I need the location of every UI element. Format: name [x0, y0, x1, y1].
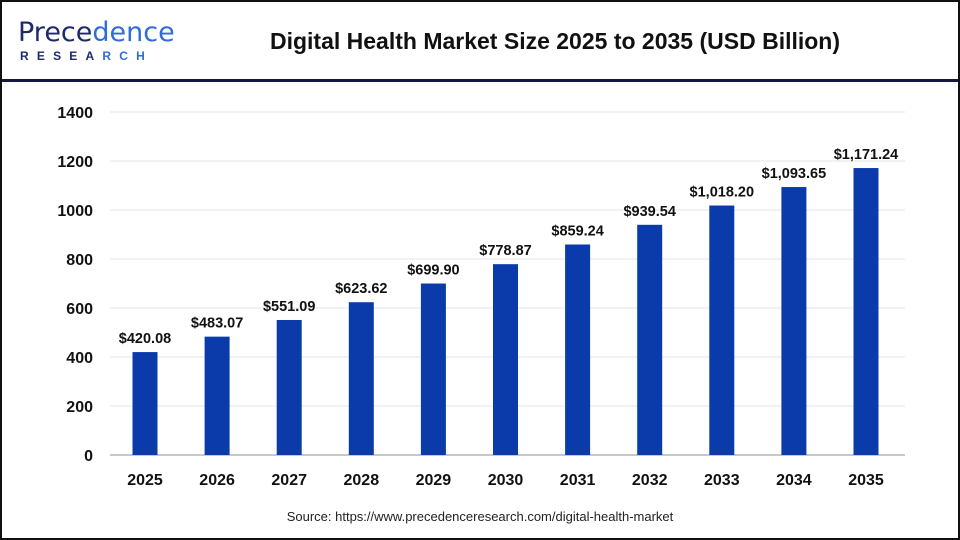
data-label: $483.07: [191, 316, 243, 332]
data-label: $699.90: [407, 263, 459, 279]
data-label: $1,018.20: [690, 185, 755, 201]
y-tick-label: 0: [84, 448, 93, 465]
bar: [637, 224, 663, 455]
header-divider: [2, 79, 958, 82]
x-tick-label: 2030: [488, 472, 524, 489]
x-tick-label: 2027: [271, 472, 307, 489]
x-tick-label: 2025: [127, 472, 163, 489]
logo-text: Precedence: [18, 17, 175, 48]
bar: [276, 319, 302, 455]
y-tick-label: 400: [66, 350, 93, 367]
bar: [132, 352, 158, 455]
y-tick-label: 600: [66, 301, 93, 318]
bar: [493, 264, 518, 455]
bar: [348, 302, 374, 455]
data-label: $623.62: [335, 281, 387, 297]
chart-title: Digital Health Market Size 2025 to 2035 …: [269, 28, 841, 54]
logo-subtext: RESEARCH: [20, 49, 153, 63]
x-tick-label: 2026: [199, 472, 235, 489]
x-tick-label: 2031: [560, 472, 596, 489]
x-tick-label: 2028: [344, 472, 380, 489]
y-tick-label: 800: [66, 252, 93, 269]
x-tick-label: 2034: [776, 472, 812, 489]
x-tick-label: 2029: [416, 472, 452, 489]
bar: [420, 283, 446, 455]
bar: [853, 168, 879, 455]
data-label: $1,171.24: [834, 147, 899, 163]
y-tick-label: 1000: [57, 203, 93, 220]
bar: [781, 187, 807, 455]
data-label: $939.54: [623, 204, 675, 220]
precedence-research-logo: Precedence RESEARCH: [18, 18, 175, 64]
data-label: $859.24: [551, 223, 603, 239]
y-tick-label: 1200: [57, 154, 93, 171]
source-note: Source: https://www.precedenceresearch.c…: [286, 509, 674, 524]
x-tick-label: 2032: [632, 472, 668, 489]
x-tick-label: 2033: [704, 472, 740, 489]
data-label: $551.09: [263, 299, 315, 315]
y-tick-label: 200: [66, 399, 93, 416]
bar: [204, 336, 230, 455]
y-tick-label: 1400: [57, 105, 93, 122]
x-tick-label: 2035: [848, 472, 884, 489]
bar: [709, 205, 735, 455]
data-label: $420.08: [119, 331, 171, 347]
data-label: $1,093.65: [762, 166, 827, 182]
bar: [565, 244, 591, 455]
data-label: $778.87: [479, 243, 531, 259]
